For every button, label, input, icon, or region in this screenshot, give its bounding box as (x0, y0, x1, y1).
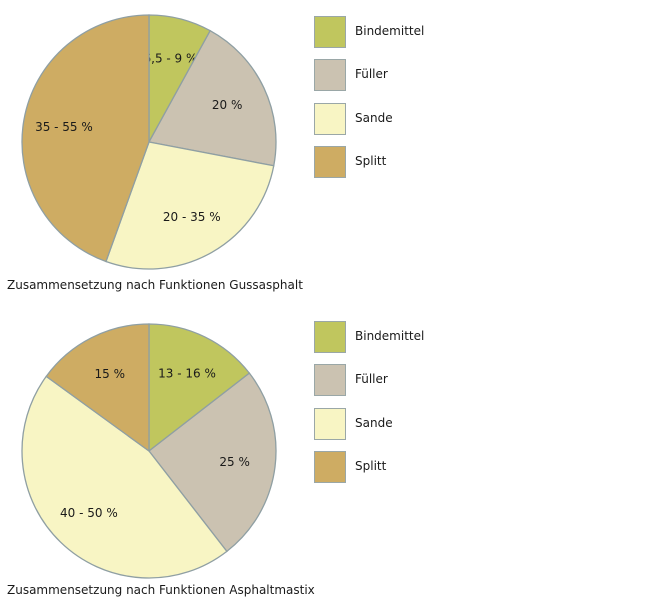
legend-swatch-sande (314, 408, 346, 440)
slice-label-sande: 40 - 50 % (60, 506, 118, 520)
legend-swatch-sande (314, 103, 346, 135)
caption-name: Asphaltmastix (229, 583, 315, 597)
legend-label-sande: Sande (355, 416, 393, 430)
slice-label-fueller: 20 % (212, 98, 243, 112)
legend-swatch-splitt (314, 146, 346, 178)
legend-swatch-fueller (314, 364, 346, 396)
slice-label-splitt: 35 - 55 % (35, 120, 93, 134)
pie-slice-sande (105, 141, 275, 270)
caption-main: Zusammensetzung nach Funktionen (7, 278, 226, 292)
legend-label-splitt: Splitt (355, 459, 387, 473)
legend-item-splitt: Splitt (314, 451, 514, 483)
pie-svg-asphaltmastix: 13 - 16 % 25 % 40 - 50 % 15 % (21, 323, 277, 579)
pie-chart-gussasphalt: 6,5 - 9 % 20 % 20 - 35 % 35 - 55 % Bindemit… (0, 0, 660, 300)
chart-caption-asphaltmastix: Zusammensetzung nach Funktionen Asphaltm… (7, 583, 315, 597)
legend-item-fueller: Füller (314, 59, 514, 91)
pie-svg-gussasphalt: 6,5 - 9 % 20 % 20 - 35 % 35 - 55 % (21, 14, 277, 270)
legend-label-fueller: Füller (355, 67, 388, 81)
pie-chart-asphaltmastix: 13 - 16 % 25 % 40 - 50 % 15 % Bindemittel F… (0, 305, 660, 603)
legend-swatch-splitt (314, 451, 346, 483)
pie-slice-fueller (148, 372, 277, 553)
pie-slice-splitt (45, 323, 150, 453)
chart-caption-gussasphalt: Zusammensetzung nach Funktionen Gussasph… (7, 278, 303, 292)
pie-slice-sande (21, 375, 228, 579)
slice-label-bindemittel: 6,5 - 9 % (144, 51, 198, 65)
legend-swatch-fueller (314, 59, 346, 91)
slice-label-fueller: 25 % (219, 455, 250, 469)
legend-swatch-bindemittel (314, 321, 346, 353)
legend-item-fueller: Füller (314, 364, 514, 396)
caption-main: Zusammensetzung nach Funktionen (7, 583, 226, 597)
legend-swatch-bindemittel (314, 16, 346, 48)
legend-item-bindemittel: Bindemittel (314, 321, 514, 353)
pie-slice-fueller (147, 29, 277, 167)
legend-item-sande: Sande (314, 408, 514, 440)
legend-label-bindemittel: Bindemittel (355, 24, 425, 38)
legend-label-splitt: Splitt (355, 154, 387, 168)
legend-item-splitt: Splitt (314, 146, 514, 178)
slice-label-sande: 20 - 35 % (163, 210, 221, 224)
legend-label-bindemittel: Bindemittel (355, 329, 425, 343)
legend-label-sande: Sande (355, 111, 393, 125)
pie-slice-splitt (21, 14, 150, 263)
legend-item-sande: Sande (314, 103, 514, 135)
caption-name: Gussasphalt (229, 278, 303, 292)
legend-label-fueller: Füller (355, 372, 388, 386)
pie-slice-bindemittel (148, 323, 251, 453)
slice-label-bindemittel: 13 - 16 % (158, 366, 216, 380)
legend-item-bindemittel: Bindemittel (314, 16, 514, 48)
slice-label-splitt: 15 % (95, 367, 126, 381)
